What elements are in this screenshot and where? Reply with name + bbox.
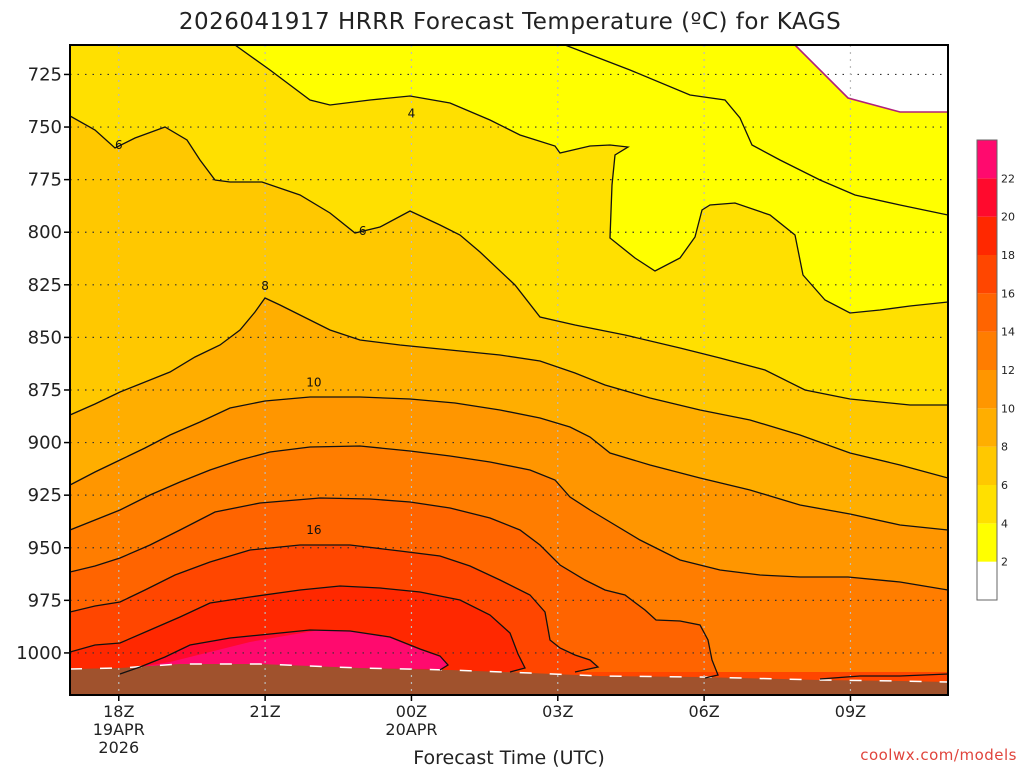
contour-18 [70, 585, 526, 673]
contour-2 [794, 45, 948, 113]
colorbar-swatch [977, 446, 997, 485]
colorbar-swatch [977, 216, 997, 255]
colorbar-label: 14 [1001, 326, 1015, 339]
x-axis-title: Forecast Time (UTC) [413, 747, 604, 768]
band-22-plus [140, 630, 448, 669]
x-tick-year: 2026 [98, 738, 139, 757]
colorbar-label: 2 [1001, 556, 1008, 569]
x-tick-label: 03Z [542, 702, 573, 721]
credit-text[interactable]: coolwx.com/models [860, 746, 1017, 764]
colorbar-swatch [977, 331, 997, 370]
y-tick-label: 850 [28, 327, 62, 348]
contour-label: 10 [306, 376, 321, 390]
colorbar-swatch [977, 523, 997, 562]
x-tick-label: 09Z [835, 702, 866, 721]
colorbar-label: 4 [1001, 517, 1008, 530]
contour-20 [119, 629, 449, 675]
colorbar-label: 18 [1001, 249, 1015, 262]
colorbar-label: 16 [1001, 287, 1015, 300]
colorbar-swatch [977, 370, 997, 409]
colorbar-label: 6 [1001, 479, 1008, 492]
colorbar-swatch [977, 485, 997, 524]
y-tick-label: 775 [28, 170, 62, 191]
x-tick-label: 06Z [688, 702, 719, 721]
contour-10 [70, 396, 948, 531]
y-tick-label: 975 [28, 590, 62, 611]
contour-4b [564, 45, 948, 216]
y-tick-label: 925 [28, 485, 62, 506]
contour-labels: 4 6 6 8 10 16 [115, 106, 416, 537]
colorbar-swatch [977, 255, 997, 294]
x-tick-date: 20APR [385, 720, 437, 739]
colorbar: 2 4 6 8 10 12 14 16 18 20 22 [976, 139, 1015, 601]
y-tick-label: 1000 [16, 643, 62, 664]
y-tick-label: 750 [28, 117, 62, 138]
colorbar-label: 20 [1001, 211, 1015, 224]
x-tick-label: 00Z [396, 702, 427, 721]
y-axis: 725 750 775 800 825 850 875 900 925 950 975 1000 [16, 64, 70, 664]
colorbar-label: 22 [1001, 172, 1015, 185]
contour-4 [234, 45, 948, 314]
chart-title: 2026041917 HRRR Forecast Temperature (ºC… [179, 9, 841, 35]
x-tick-label: 18Z [103, 702, 134, 721]
y-tick-label: 725 [28, 64, 62, 85]
contour-14 [70, 497, 719, 679]
contour-label: 6 [359, 224, 367, 238]
contour-label: 8 [261, 279, 269, 293]
x-tick-date: 19APR [93, 720, 145, 739]
colorbar-frame [976, 139, 998, 601]
x-tick-label: 21Z [249, 702, 280, 721]
colorbar-swatch [977, 561, 997, 600]
y-tick-label: 950 [28, 538, 62, 559]
colorbar-label: 10 [1001, 402, 1015, 415]
y-tick-label: 825 [28, 275, 62, 296]
ground-terrain [70, 664, 948, 695]
colorbar-swatch [977, 178, 997, 217]
contour-label: 6 [115, 138, 123, 152]
plot-area: 4 6 6 8 10 16 [70, 45, 948, 695]
contour-12 [70, 445, 948, 591]
contour-label: 16 [306, 523, 321, 537]
colorbar-label: 12 [1001, 364, 1015, 377]
ground-surface-highlight [70, 663, 948, 683]
colorbar-label: 8 [1001, 441, 1008, 454]
contour-16 [70, 544, 600, 673]
contour-label: 4 [408, 106, 416, 120]
contour-small-right [819, 673, 948, 680]
y-tick-label: 800 [28, 222, 62, 243]
plot-frame [69, 44, 949, 696]
contour-8 [70, 297, 948, 479]
y-tick-label: 900 [28, 433, 62, 454]
colorbar-swatch [977, 293, 997, 332]
colorbar-swatch [977, 408, 997, 447]
contour-lines [70, 45, 948, 680]
colorbar-swatch [977, 140, 997, 179]
contour-6 [70, 115, 948, 406]
y-tick-label: 875 [28, 380, 62, 401]
